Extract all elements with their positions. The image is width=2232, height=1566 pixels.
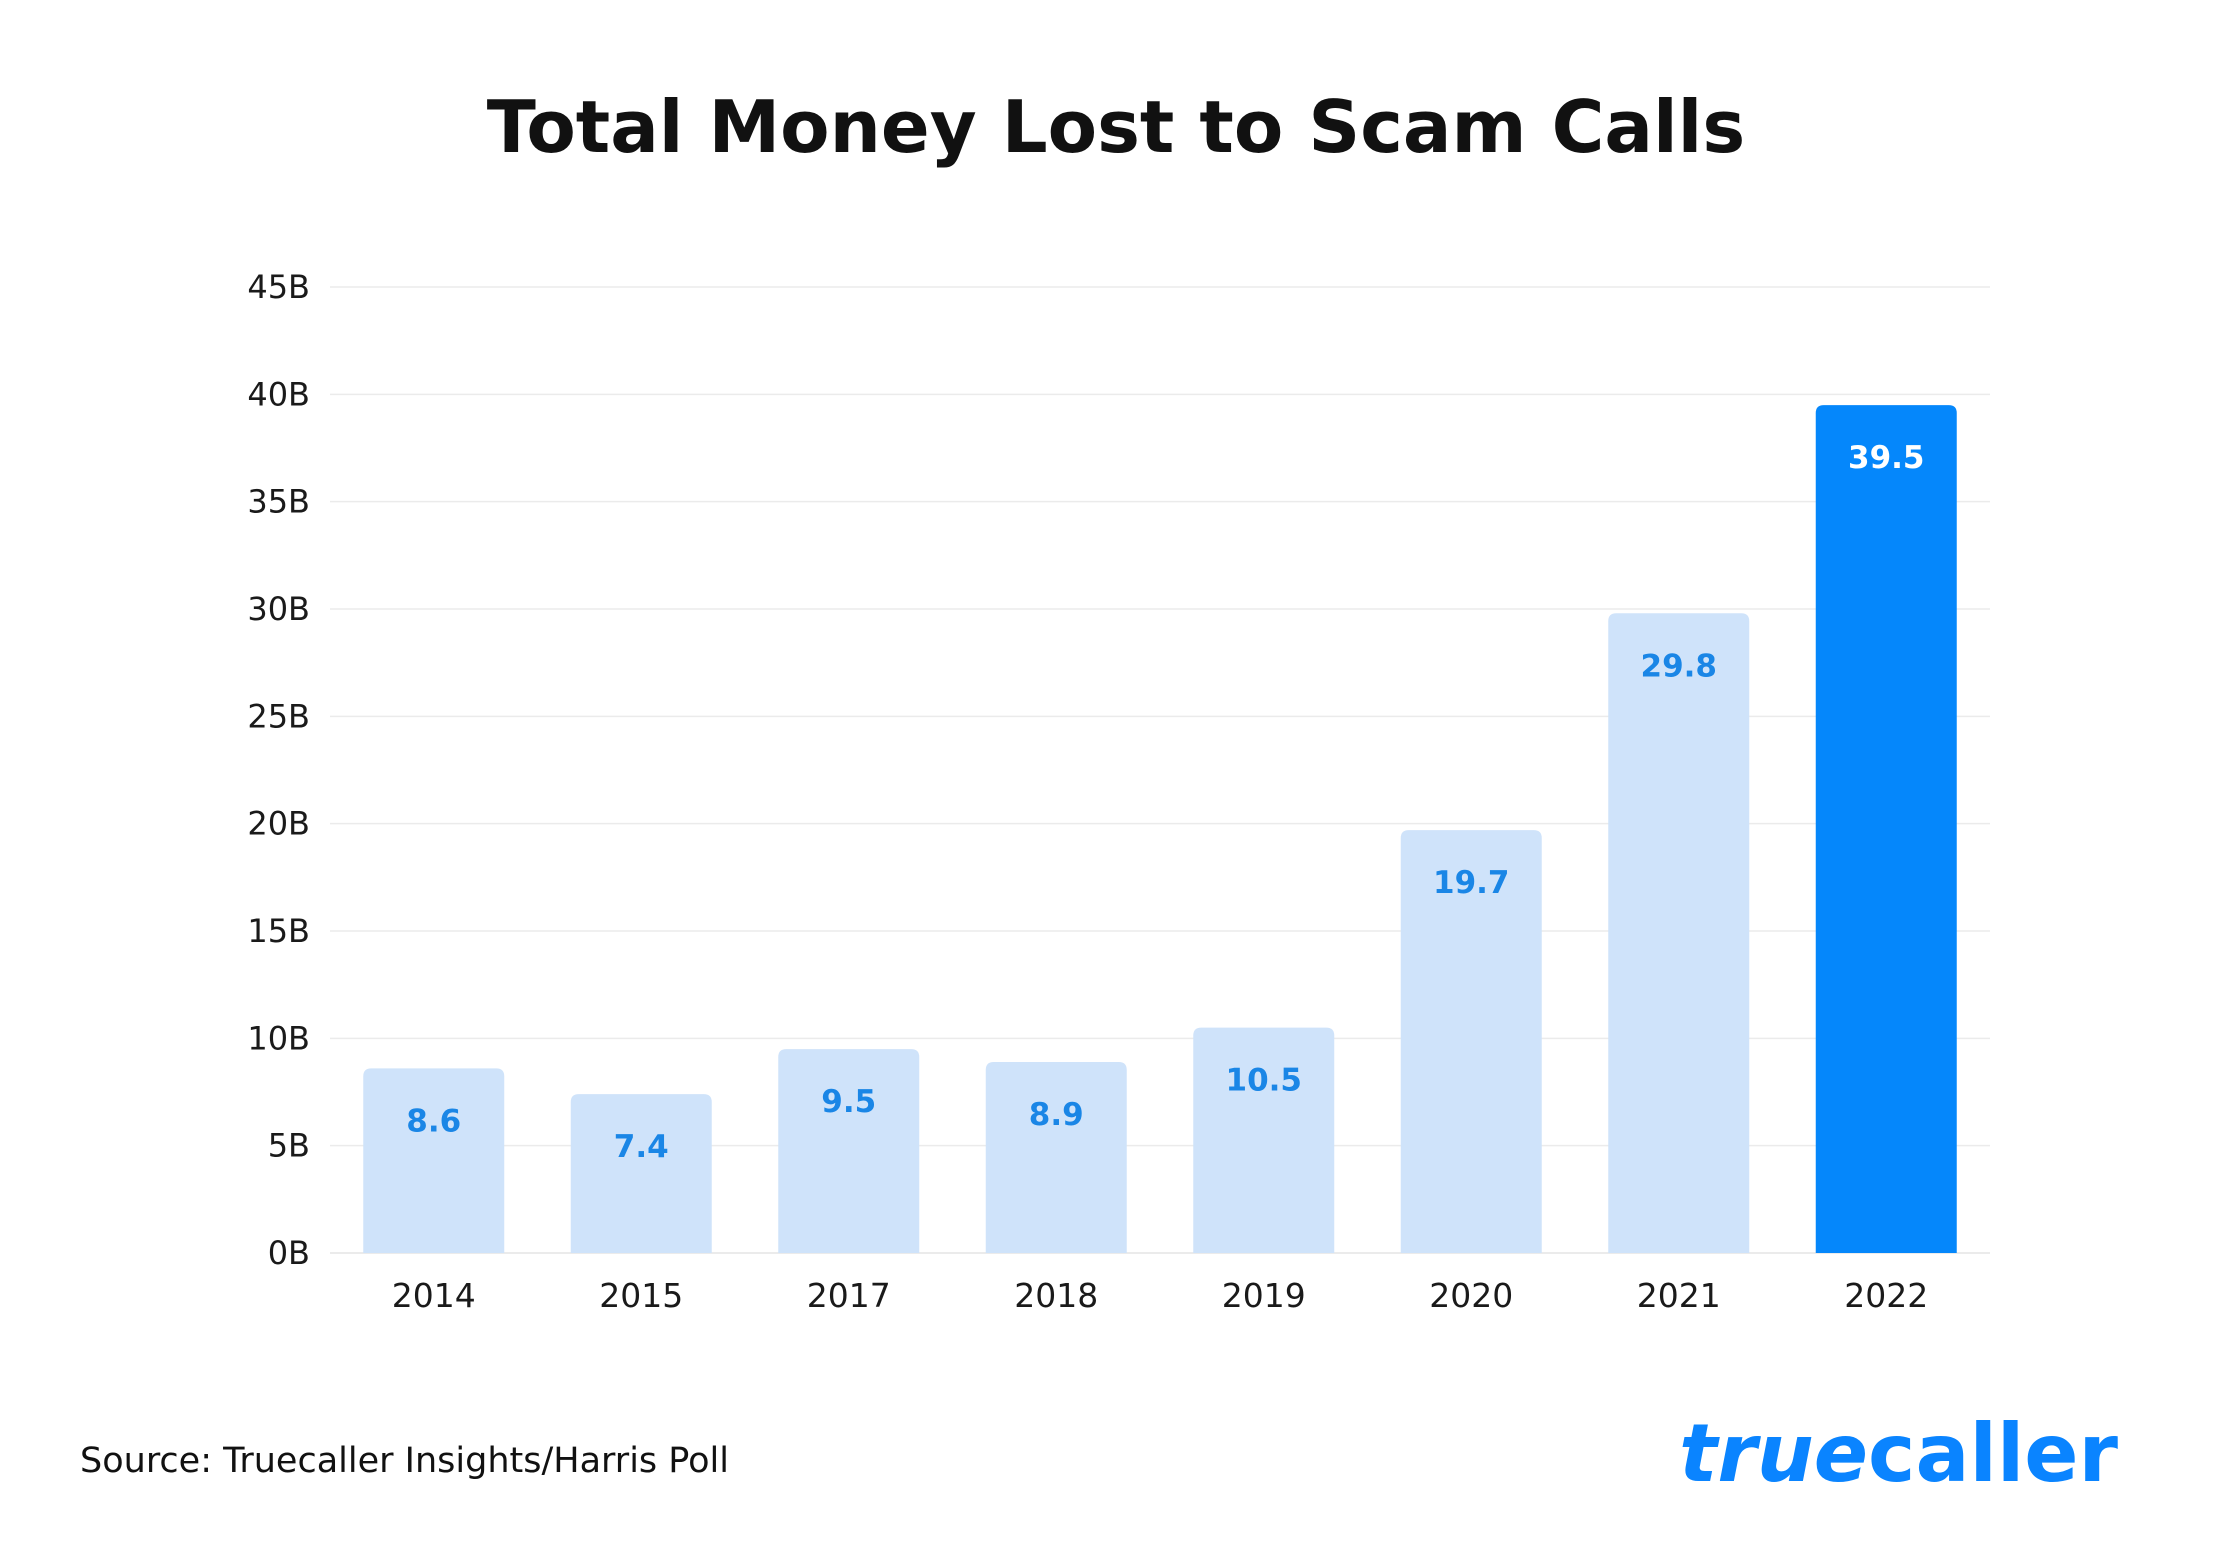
x-tick-label: 2014	[392, 1276, 476, 1315]
x-axis-ticks: 2014 2015 2017 2018 2019 2020 2021 2022	[392, 1276, 1928, 1315]
bar-2018	[985, 1061, 1127, 1253]
x-tick-label: 2015	[599, 1276, 683, 1315]
data-label-2022: 39.5	[1848, 440, 1925, 476]
data-label-2015: 7.4	[614, 1129, 669, 1165]
data-label-2020: 19.7	[1433, 865, 1510, 901]
data-label-2021: 29.8	[1641, 648, 1718, 684]
bar-2020	[1400, 830, 1542, 1253]
x-tick-label: 2017	[807, 1276, 891, 1315]
y-tick-label: 5B	[268, 1127, 310, 1165]
y-tick-label: 15B	[247, 912, 310, 950]
bar-2017	[778, 1049, 920, 1253]
y-tick-label: 35B	[247, 483, 310, 521]
data-label-2019: 10.5	[1226, 1063, 1303, 1099]
y-tick-label: 25B	[247, 697, 310, 735]
y-tick-label: 40B	[247, 375, 310, 413]
y-tick-label: 0B	[268, 1234, 310, 1272]
y-tick-label: 30B	[247, 590, 310, 628]
bar-2015	[570, 1094, 712, 1253]
bars: 8.6 7.4 9.5 8.9 10.5 19.7 29.8 39.5	[363, 405, 1957, 1254]
bar-2014	[363, 1068, 505, 1253]
x-tick-label: 2019	[1222, 1276, 1306, 1315]
logo-part-caller: caller	[1868, 1407, 2119, 1500]
y-axis-ticks: 0B 5B 10B 15B 20B 25B 30B 35B 40B 45B	[247, 268, 310, 1272]
data-label-2018: 8.9	[1029, 1097, 1084, 1133]
y-tick-label: 10B	[247, 1019, 310, 1057]
x-tick-label: 2022	[1844, 1276, 1928, 1315]
bar-2021	[1608, 613, 1750, 1253]
x-tick-label: 2021	[1637, 1276, 1721, 1315]
y-tick-label: 45B	[247, 268, 310, 306]
data-label-2014: 8.6	[406, 1103, 461, 1139]
x-tick-label: 2018	[1014, 1276, 1098, 1315]
source-note: Source: Truecaller Insights/Harris Poll	[80, 1441, 729, 1481]
chart-title: Total Money Lost to Scam Calls	[487, 85, 1745, 169]
bar-2019	[1193, 1027, 1335, 1253]
bar-2022	[1815, 405, 1957, 1254]
data-label-2017: 9.5	[821, 1084, 876, 1120]
logo-part-true: true	[1679, 1407, 1868, 1500]
y-tick-label: 20B	[247, 805, 310, 843]
truecaller-logo: truecaller	[1679, 1407, 2118, 1500]
x-tick-label: 2020	[1429, 1276, 1513, 1315]
